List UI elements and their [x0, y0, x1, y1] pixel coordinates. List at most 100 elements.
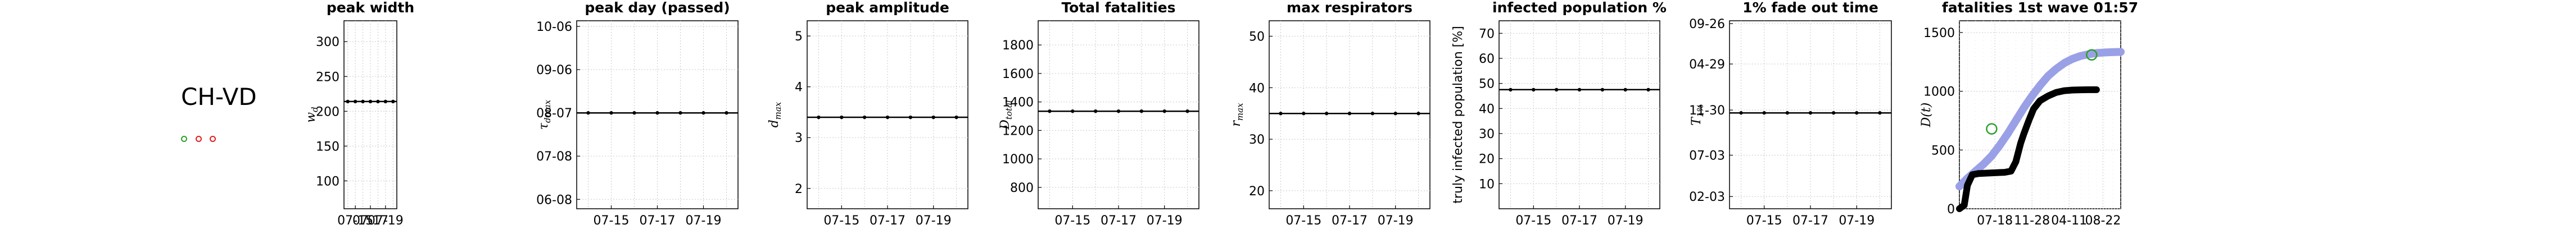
- y-tick-label: 50: [1249, 30, 1265, 44]
- data-point: [1185, 109, 1189, 113]
- data-point: [609, 111, 613, 115]
- data-point: [1831, 111, 1836, 115]
- chart-title: 1% fade out time: [1742, 0, 1878, 16]
- y-tick-label: 2: [795, 182, 803, 196]
- x-tick-label: 07-17: [352, 214, 388, 228]
- y-tick-label: 250: [316, 70, 339, 84]
- y-axis-label: T1%: [1690, 104, 1705, 125]
- x-tick-label: 07-15: [1515, 214, 1551, 228]
- series-point: [1957, 206, 1962, 212]
- data-point: [1302, 112, 1306, 116]
- y-tick-label: 04-29: [1689, 58, 1725, 72]
- chart-panel-6: 10 20 30 40 50 60 70 07-15 07-17 07-19 infected po…: [1451, 0, 1667, 228]
- y-tick-label: 1400: [1002, 96, 1034, 110]
- y-axis-label: truly infected population [%]: [1451, 26, 1465, 203]
- data-point: [1139, 109, 1144, 113]
- marker-point: [1986, 123, 1998, 135]
- data-point: [376, 99, 380, 104]
- x-tick-label: 07-15: [1746, 214, 1782, 228]
- chart-panel-7: 02-03 07-03 11-30 04-29 09-26 07-15 07-17 07-19…: [1689, 0, 1892, 228]
- x-tick-label: 07-19: [1839, 214, 1875, 228]
- data-point: [586, 111, 590, 115]
- y-tick-label: 1200: [1002, 124, 1034, 138]
- series-point: [2045, 93, 2051, 99]
- data-point: [908, 115, 913, 120]
- y-tick-label: 0: [1947, 203, 1955, 217]
- data-point: [1785, 111, 1790, 115]
- y-tick-label: 20: [1479, 153, 1495, 167]
- y-axis-label: rmax: [1229, 103, 1245, 127]
- y-tick-label: 09-26: [1689, 17, 1725, 31]
- y-tick-label: 200: [316, 105, 339, 119]
- x-tick-label: 07-17: [1101, 214, 1137, 228]
- y-tick-label: 30: [1479, 127, 1495, 141]
- series-point: [2021, 131, 2027, 136]
- x-tick-label: 11-28: [2014, 214, 2050, 228]
- x-tick-label: 07-19: [916, 214, 952, 228]
- x-tick-label: 07-19: [1378, 214, 1414, 228]
- data-point: [862, 115, 867, 120]
- data-point: [1878, 111, 1882, 115]
- series-point: [2093, 86, 2099, 93]
- x-tick-label: 08-22: [2085, 214, 2121, 228]
- data-point: [1048, 109, 1052, 113]
- x-tick-label: 04-11: [2051, 214, 2087, 228]
- axes-frame: [1959, 20, 2121, 209]
- y-axis-label: dmax: [767, 102, 783, 127]
- y-tick-label: 800: [1010, 181, 1034, 195]
- y-tick-label: 3: [795, 131, 803, 145]
- series-point: [2026, 117, 2032, 123]
- y-tick-label: 100: [316, 175, 339, 189]
- data-point: [1093, 109, 1098, 113]
- series-point: [2053, 89, 2059, 95]
- y-tick-label: 1800: [1002, 39, 1034, 53]
- chart-title: fatalities 1st wave 01:57: [1942, 0, 2138, 16]
- x-tick-label: 07-15: [594, 214, 630, 228]
- x-tick-label: 07-19: [368, 214, 404, 228]
- y-tick-label: 1000: [1002, 153, 1034, 167]
- data-point: [346, 99, 350, 104]
- status-dot-1: [181, 136, 187, 142]
- data-point: [1532, 88, 1536, 92]
- data-point: [632, 111, 636, 115]
- data-point: [1071, 109, 1075, 113]
- y-tick-label: 1500: [1923, 26, 1955, 40]
- x-tick-label: 07-19: [1147, 214, 1183, 228]
- region-label: CH-VD: [181, 83, 257, 111]
- marker-point: [2086, 49, 2098, 61]
- chart-title: peak amplitude: [826, 0, 949, 16]
- y-tick-label: 1600: [1002, 67, 1034, 81]
- x-tick-label: 07-18: [1977, 214, 2013, 228]
- y-tick-label: 1000: [1923, 85, 1955, 99]
- y-tick-label: 50: [1479, 77, 1495, 91]
- data-point: [1393, 112, 1397, 116]
- y-axis-label: D(t): [1919, 103, 1934, 128]
- y-tick-label: 60: [1479, 52, 1495, 66]
- chart-title: infected population %: [1492, 0, 1667, 16]
- data-point: [1509, 88, 1513, 92]
- chart-panel-4: 800 1000 1200 1400 1600 1800 07-15 07-17 07-19 To…: [998, 0, 1199, 228]
- series-point: [1964, 182, 1971, 189]
- chart-panel-3: 2 3 4 5 07-15 07-17 07-19 peak amplitude dmax: [767, 0, 968, 228]
- data-point: [383, 99, 388, 104]
- data-point: [1577, 88, 1582, 92]
- data-point: [678, 111, 682, 115]
- y-tick-label: 4: [795, 81, 803, 95]
- y-tick-label: 10: [1479, 177, 1495, 191]
- y-tick-label: 09-06: [536, 63, 572, 77]
- data-point: [1808, 111, 1813, 115]
- data-point: [1739, 111, 1743, 115]
- y-axis-label: Dtotal: [998, 100, 1014, 130]
- data-point: [353, 99, 357, 104]
- y-tick-label: 02-03: [1689, 190, 1725, 204]
- data-point: [391, 99, 395, 104]
- y-tick-label: 20: [1249, 185, 1265, 199]
- y-tick-label: 08-07: [536, 107, 572, 121]
- y-tick-label: 500: [1931, 144, 1955, 158]
- series-point: [1961, 202, 1967, 208]
- series-point: [2018, 140, 2024, 146]
- x-tick-label: 07-15: [823, 214, 859, 228]
- y-tick-label: 40: [1479, 102, 1495, 116]
